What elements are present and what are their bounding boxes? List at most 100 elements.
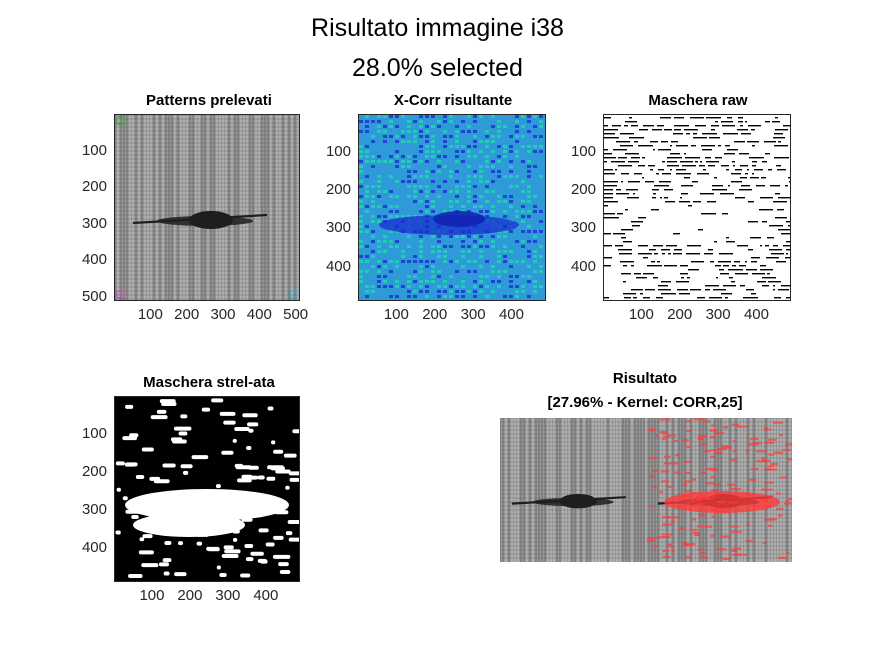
xcorr-cell	[359, 205, 363, 208]
mask-strel-blob	[139, 550, 154, 554]
result-overlay-mark	[664, 436, 671, 438]
xcorr-cell	[431, 115, 435, 118]
patterns-xtick-label: 500	[276, 306, 316, 323]
mask-raw-segment	[638, 165, 645, 166]
xcorr-cell	[431, 210, 435, 213]
xcorr-cell	[485, 190, 489, 193]
xcorr-cell	[425, 125, 429, 128]
xcorr-cell	[377, 220, 381, 223]
xcorr-cell	[479, 235, 483, 238]
xcorr-cell	[491, 135, 495, 138]
xcorr-cell	[371, 135, 375, 138]
xcorr-cell	[419, 290, 423, 293]
result-overlay-mark	[653, 545, 656, 547]
xcorr-cell	[455, 195, 459, 198]
mask-raw-segment	[632, 225, 640, 226]
xcorr-cell	[437, 120, 441, 123]
mask-raw-segment	[604, 173, 615, 174]
mask-strel-blob	[266, 543, 275, 547]
result-overlay-mark	[778, 515, 783, 517]
mask-strel-blob	[183, 471, 188, 475]
xcorr-cell	[359, 245, 363, 248]
xcorr-cell	[419, 210, 423, 213]
xcorr-cell	[479, 275, 483, 278]
mask-strel-blob	[242, 413, 257, 417]
xcorr-cell	[383, 235, 387, 238]
result-overlay-mark	[745, 540, 753, 542]
xcorr-cell	[371, 200, 375, 203]
mask-raw-segment	[774, 133, 783, 134]
xcorr-cell	[389, 190, 393, 193]
mask-raw-segment	[604, 245, 612, 246]
mask-raw-segment	[743, 297, 758, 298]
mask-strel-ytick-label: 400	[67, 539, 107, 556]
mask-raw-segment	[728, 269, 743, 270]
xcorr-cell	[509, 230, 513, 233]
xcorr-xtick-label: 200	[415, 306, 455, 323]
xcorr-cell	[527, 230, 531, 233]
xcorr-cell	[473, 195, 477, 198]
xcorr-cell	[491, 245, 495, 248]
mask-raw-segment	[723, 285, 736, 286]
xcorr-xtick-label: 100	[376, 306, 416, 323]
xcorr-cell	[491, 280, 495, 283]
mask-raw-segment	[786, 241, 790, 242]
mask-strel-blob	[292, 429, 299, 433]
mask-raw-segment	[674, 117, 684, 118]
xcorr-cell	[365, 190, 369, 193]
mask-strel-blob	[257, 476, 264, 480]
xcorr-cell	[389, 120, 393, 123]
xcorr-cell	[467, 200, 471, 203]
xcorr-cell	[437, 295, 441, 298]
xcorr-cell	[533, 250, 537, 253]
mask-raw-segment	[673, 233, 680, 234]
mask-strel-blob	[202, 408, 210, 412]
xcorr-cell	[449, 145, 453, 148]
mask-strel-blob	[162, 463, 175, 467]
mask-raw-segment	[712, 185, 723, 186]
xcorr-cell	[449, 290, 453, 293]
xcorr-cell	[461, 250, 465, 253]
mask-raw-segment	[735, 273, 748, 274]
mask-raw-segment	[681, 277, 684, 278]
mask-raw-segment	[776, 165, 781, 166]
mask-raw-segment	[677, 289, 688, 290]
mask-raw-segment	[746, 289, 754, 290]
result-overlay-mark	[662, 533, 672, 535]
mask-raw-segment	[706, 117, 721, 118]
xcorr-cell	[491, 210, 495, 213]
xcorr-cell	[533, 135, 537, 138]
mask-raw-segment	[624, 125, 628, 126]
mask-raw-segment	[778, 289, 789, 290]
result-overlay-mark	[703, 450, 710, 452]
mask-raw-segment	[760, 197, 773, 198]
xcorr-cell	[425, 280, 429, 283]
mask-raw-segment	[724, 153, 735, 154]
result-overlay-mark	[764, 442, 774, 444]
mask-raw-segment	[718, 145, 721, 146]
result-overlay-mark	[693, 532, 699, 534]
xcorr-cell	[467, 260, 471, 263]
xcorr-cell	[365, 125, 369, 128]
xcorr-cell	[473, 120, 477, 123]
result-overlay-mark	[674, 471, 680, 473]
xcorr-cell	[509, 285, 513, 288]
mask-raw-segment	[639, 129, 648, 130]
xcorr-cell	[497, 120, 501, 123]
xcorr-cell	[419, 120, 423, 123]
mask-raw-segment	[789, 181, 790, 182]
xcorr-cell	[413, 185, 417, 188]
xcorr-cell	[425, 205, 429, 208]
xcorr-cell	[365, 195, 369, 198]
mask-raw-segment	[631, 221, 643, 222]
mask-raw-segment	[749, 157, 764, 158]
xcorr-cell	[485, 275, 489, 278]
mask-raw-segment	[769, 249, 782, 250]
xcorr-cell	[359, 260, 363, 263]
mask-raw-segment	[620, 145, 633, 146]
result-overlay-mark	[730, 459, 737, 461]
mask-raw-segment	[621, 181, 623, 182]
xcorr-cell	[413, 130, 417, 133]
result-overlay-mark	[686, 420, 692, 422]
xcorr-cell	[365, 285, 369, 288]
